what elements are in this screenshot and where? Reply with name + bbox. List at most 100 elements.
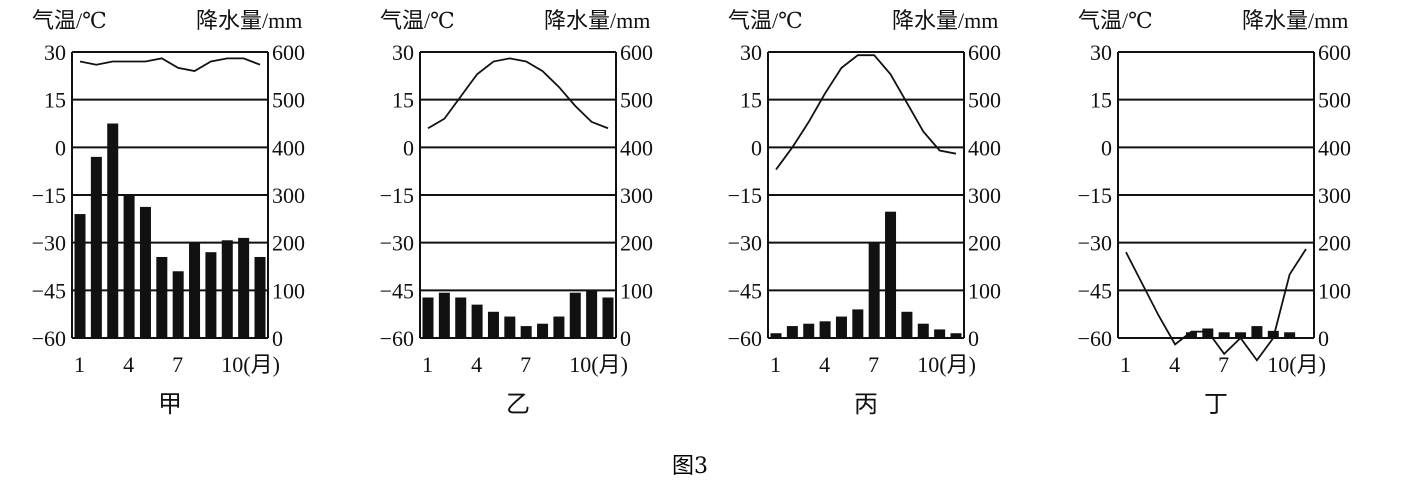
precip-tick-label: 100 <box>620 278 653 303</box>
precip-tick-label: 300 <box>620 183 653 208</box>
chart-4: 气温/℃ 降水量/mm 30 600 15 500 0 400 −15 300 −30 200 −45 1… <box>1078 8 1351 418</box>
right-axis-label: 降水量/mm <box>196 8 302 33</box>
precip-tick-label: 500 <box>620 88 653 113</box>
precip-bar <box>852 309 864 338</box>
chart-name: 丁 <box>1204 392 1228 418</box>
chart-1: 气温/℃ 降水量/mm 30 600 15 500 0 400 −15 300 −30 200 −45 1… <box>32 8 305 418</box>
chart-2: 气温/℃ 降水量/mm 30 600 15 500 0 400 −15 300 −30 200 −45 1… <box>380 8 653 418</box>
precip-tick-label: 300 <box>272 183 305 208</box>
precip-tick-label: 0 <box>968 326 979 351</box>
precip-bar <box>537 323 549 338</box>
temperature-line <box>775 54 957 171</box>
temperature-line <box>1125 248 1307 362</box>
temp-tick-label: −30 <box>380 231 414 256</box>
precip-tick-label: 400 <box>1318 135 1351 160</box>
precip-tick-label: 0 <box>620 326 631 351</box>
temp-tick-label: −45 <box>32 278 66 303</box>
precip-tick-label: 100 <box>1318 278 1351 303</box>
precip-tick-label: 0 <box>1318 326 1329 351</box>
precip-tick-label: 100 <box>272 278 305 303</box>
temp-tick-label: −45 <box>1078 278 1112 303</box>
temp-tick-label: −45 <box>728 278 762 303</box>
left-axis-label: 气温/℃ <box>32 8 107 33</box>
x-tick-label: 1 <box>74 352 85 377</box>
precip-bar <box>553 316 565 338</box>
precip-tick-label: 200 <box>968 231 1001 256</box>
precip-bar <box>819 321 831 338</box>
precip-tick-label: 300 <box>968 183 1001 208</box>
precip-bar <box>221 240 233 338</box>
precip-tick-label: 600 <box>272 40 305 65</box>
precip-bar <box>172 271 184 338</box>
temp-tick-label: 15 <box>740 88 762 113</box>
precip-tick-label: 200 <box>1318 231 1351 256</box>
precip-bar <box>107 123 119 338</box>
precip-tick-label: 0 <box>272 326 283 351</box>
temp-tick-label: −15 <box>32 183 66 208</box>
precip-tick-label: 400 <box>968 135 1001 160</box>
precip-bar <box>1235 332 1247 338</box>
x-tick-label: 4 <box>471 352 482 377</box>
temp-tick-label: −30 <box>1078 231 1112 256</box>
temp-tick-label: 15 <box>1090 88 1112 113</box>
temp-tick-label: −60 <box>380 326 414 351</box>
precip-bar <box>868 242 880 338</box>
temp-tick-label: −30 <box>32 231 66 256</box>
precip-tick-label: 500 <box>272 88 305 113</box>
precip-bar <box>786 326 798 338</box>
temp-tick-label: −15 <box>380 183 414 208</box>
precip-bar <box>471 304 483 338</box>
precip-bar <box>455 297 467 338</box>
x-tick-label: 10(月) <box>221 352 280 377</box>
precip-bar <box>254 256 266 338</box>
precip-bar <box>770 333 782 338</box>
chart-name: 乙 <box>506 392 530 418</box>
temp-tick-label: −60 <box>728 326 762 351</box>
temp-tick-label: 30 <box>1090 40 1112 65</box>
chart-name: 丙 <box>854 392 878 418</box>
precip-bar <box>238 237 250 338</box>
precip-bar <box>1185 332 1197 338</box>
temp-tick-label: −15 <box>728 183 762 208</box>
temperature-line <box>427 57 609 130</box>
temp-tick-label: 0 <box>1101 135 1112 160</box>
precip-tick-label: 500 <box>1318 88 1351 113</box>
precip-tick-label: 400 <box>620 135 653 160</box>
precip-tick-label: 200 <box>272 231 305 256</box>
x-tick-label: 1 <box>422 352 433 377</box>
temp-tick-label: 30 <box>392 40 414 65</box>
temp-tick-label: 30 <box>740 40 762 65</box>
precip-bar <box>1284 332 1296 338</box>
temp-tick-label: −45 <box>380 278 414 303</box>
left-axis-label: 气温/℃ <box>380 8 455 33</box>
temp-tick-label: 15 <box>392 88 414 113</box>
precip-bar <box>917 323 929 338</box>
chart-name: 甲 <box>158 392 182 418</box>
precip-tick-label: 300 <box>1318 183 1351 208</box>
temp-tick-label: 0 <box>55 135 66 160</box>
precip-tick-label: 500 <box>968 88 1001 113</box>
precip-bar <box>934 329 946 338</box>
precip-tick-label: 600 <box>620 40 653 65</box>
temp-tick-label: −60 <box>1078 326 1112 351</box>
precip-bar <box>1251 326 1263 338</box>
precip-bar <box>487 311 499 338</box>
precip-bar <box>569 292 581 338</box>
precip-bar <box>586 290 598 338</box>
x-tick-label: 1 <box>1120 352 1131 377</box>
x-tick-label: 10(月) <box>1267 352 1326 377</box>
temp-tick-label: 0 <box>403 135 414 160</box>
temp-tick-label: −15 <box>1078 183 1112 208</box>
temp-tick-label: 0 <box>751 135 762 160</box>
temp-tick-label: 30 <box>44 40 66 65</box>
precip-bar <box>189 242 201 338</box>
x-tick-label: 7 <box>520 352 531 377</box>
left-axis-label: 气温/℃ <box>728 8 803 33</box>
precip-bar <box>602 297 614 338</box>
precip-tick-label: 600 <box>968 40 1001 65</box>
precip-bar <box>139 206 151 338</box>
figure-caption: 图3 <box>672 454 708 479</box>
precip-bar <box>438 292 450 338</box>
precip-bar <box>205 252 217 338</box>
